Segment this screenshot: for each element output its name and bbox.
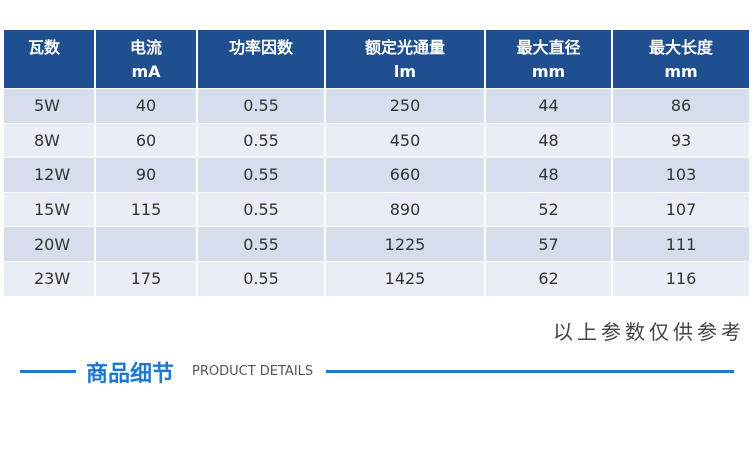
table-cell: 1225	[326, 227, 484, 261]
table-cell: 0.55	[198, 158, 324, 192]
table-cell: 52	[486, 192, 611, 227]
table-cell: 111	[613, 227, 749, 261]
table-cell: 175	[96, 262, 196, 296]
header-cell: 额定光通量 lm	[326, 30, 484, 88]
table-cell: 86	[613, 89, 749, 123]
table-cell: 5W	[4, 89, 94, 123]
table-cell: 8W	[4, 123, 94, 158]
table-cell	[96, 227, 196, 261]
table-cell: 93	[613, 123, 749, 158]
divider	[326, 370, 734, 373]
header-cell: 电流 mA	[96, 30, 196, 88]
header-text: 电流	[129, 38, 162, 57]
header-cell: 瓦数	[4, 30, 94, 88]
header-text: 瓦数	[28, 38, 61, 57]
header-cell: 最大长度 mm	[613, 30, 749, 88]
table-cell: 62	[486, 262, 611, 296]
table-cell: 20W	[4, 227, 94, 261]
section-title: 商品细节	[86, 361, 175, 387]
table-cell: 0.55	[198, 123, 324, 158]
table-cell: 48	[486, 158, 611, 192]
section-subtitle: PRODUCT DETAILS	[192, 364, 314, 379]
table-cell: 890	[326, 192, 484, 227]
table-cell: 0.55	[198, 227, 324, 261]
table-cell: 115	[96, 192, 196, 227]
table-cell: 660	[326, 158, 484, 192]
table-cell: 450	[326, 123, 484, 158]
table-cell: 250	[326, 89, 484, 123]
header-text: 最大长度	[648, 38, 713, 57]
table-cell: 103	[613, 158, 749, 192]
table-cell: 12W	[4, 158, 94, 192]
header-text: mm	[664, 62, 698, 81]
table-cell: 116	[613, 262, 749, 296]
header-text: 功率因数	[228, 38, 293, 57]
table-cell: 48	[486, 123, 611, 158]
table-cell: 0.55	[198, 89, 324, 123]
note: 以上参数仅供参考	[553, 320, 745, 344]
header-cell: 功率因数	[198, 30, 324, 88]
table-cell: 0.55	[198, 262, 324, 296]
header-text: lm	[393, 62, 417, 81]
table-cell: 40	[96, 89, 196, 123]
header-text: 额定光通量	[364, 38, 445, 57]
header-cell: 最大直径 mm	[486, 30, 611, 88]
table-cell: 23W	[4, 262, 94, 296]
table-cell: 1425	[326, 262, 484, 296]
header-text: mm	[531, 62, 566, 81]
header-text: 最大直径	[516, 38, 581, 57]
divider	[20, 370, 76, 373]
table-cell: 44	[486, 89, 611, 123]
table-cell: 60	[96, 123, 196, 158]
header-text: mA	[131, 62, 161, 81]
table-cell: 0.55	[198, 192, 324, 227]
table-cell: 57	[486, 227, 611, 261]
table-cell: 107	[613, 192, 749, 227]
table-cell: 90	[96, 158, 196, 192]
table-cell: 15W	[4, 192, 94, 227]
